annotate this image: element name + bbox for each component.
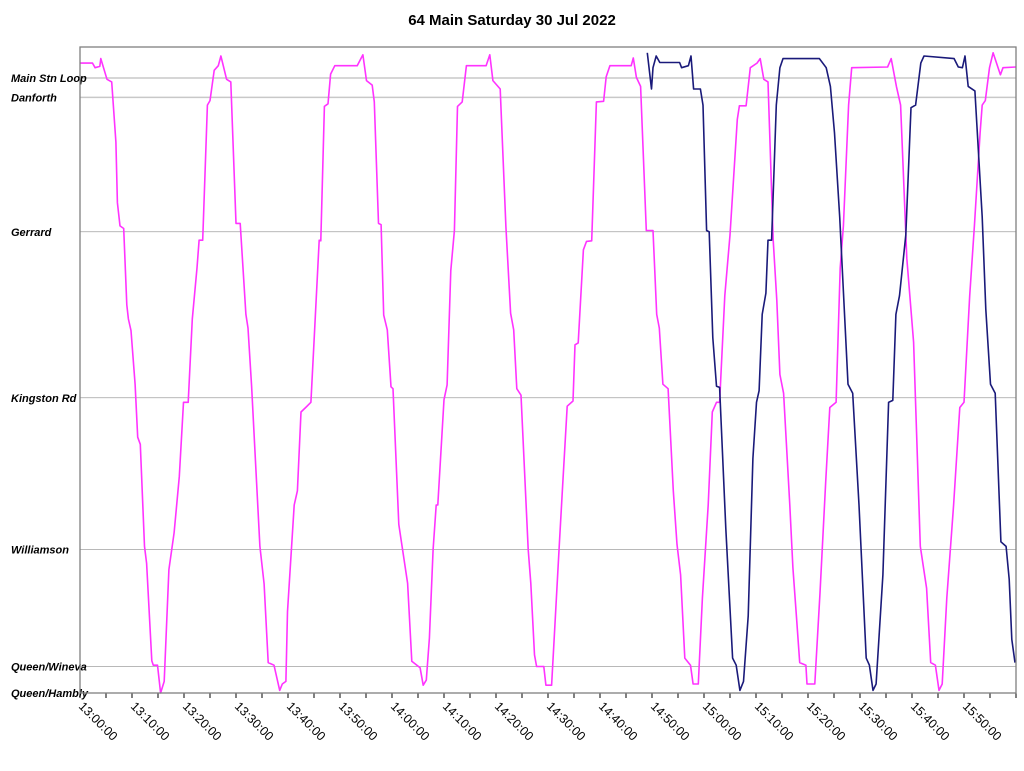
y-tick-label: Queen/Wineva [11,662,87,674]
x-tick-label: 14:00:00 [388,699,432,743]
x-tick-label: 15:50:00 [960,699,1004,743]
x-tick-label: 14:50:00 [648,699,692,743]
x-tick-label: 15:10:00 [752,699,796,743]
x-tick-label: 14:10:00 [440,699,484,743]
y-axis-labels: Main Stn Loop Danforth Gerrard Kingston Rd W… [11,73,89,700]
x-tick-label: 13:20:00 [180,699,224,743]
series-line-vehicle-2 [646,52,1016,692]
x-tick-label: 15:00:00 [700,699,744,743]
series-line-vehicle-1 [80,52,1017,694]
x-tick-label: 15:20:00 [804,699,848,743]
x-tick-label: 13:50:00 [336,699,380,743]
y-tick-label: Williamson [11,545,69,557]
x-axis: 13:00:00 13:10:00 13:20:00 13:30:00 13:40:00… [76,693,1017,744]
x-tick-label: 14:20:00 [492,699,536,743]
x-tick-label: 14:30:00 [544,699,588,743]
x-tick-label: 15:30:00 [856,699,900,743]
y-tick-label: Main Stn Loop [11,73,87,85]
x-tick-label: 13:30:00 [232,699,276,743]
y-tick-label: Danforth [11,92,57,104]
gridlines [80,77,1016,694]
y-tick-label: Gerrard [11,227,52,239]
y-tick-label: Queen/Hambly [11,688,89,700]
x-tick-label: 13:10:00 [128,699,172,743]
x-tick-label: 15:40:00 [908,699,952,743]
x-tick-label: 13:40:00 [284,699,328,743]
chart-title: 64 Main Saturday 30 Jul 2022 [408,12,616,29]
plot-area-border [79,46,1017,694]
series-lines [80,52,1017,694]
x-tick-label: 13:00:00 [76,699,120,743]
x-tick-label: 14:40:00 [596,699,640,743]
y-tick-label: Kingston Rd [11,393,77,405]
